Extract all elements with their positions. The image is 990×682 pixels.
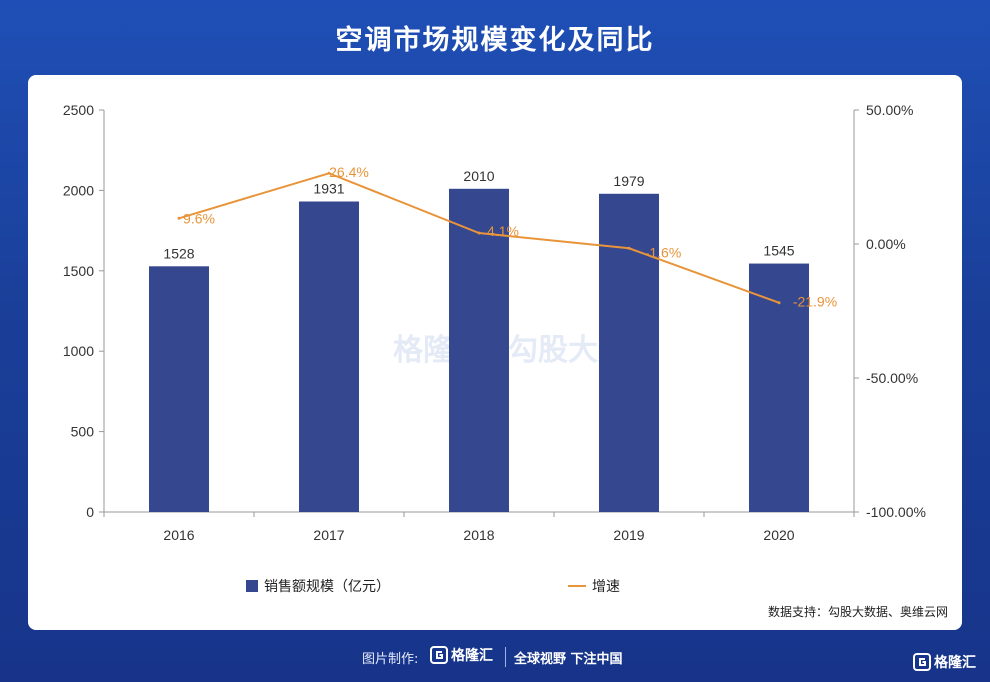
- chart-card: 格隆汇 勾股大数据 0 500 1000 1500 2000 2500 -100.00% -50.…: [28, 75, 962, 630]
- bar: [749, 263, 809, 512]
- footer-logo-text: 格隆汇: [451, 648, 493, 664]
- source-note: 数据支持：勾股大数据、奥维云网: [767, 605, 948, 619]
- legend-bar-label: 销售额规模（亿元）: [264, 579, 390, 595]
- x-tick-label: 2019: [613, 527, 644, 543]
- growth-point: [327, 171, 331, 175]
- legend-bar-swatch: [246, 580, 258, 592]
- growth-point: [477, 231, 481, 235]
- footer-slogan: 全球视野 下注中国: [514, 652, 623, 667]
- growth-value-label: 4.1%: [487, 223, 519, 239]
- footer-credit: 图片制作:: [362, 652, 419, 667]
- y-left-tick-label: 2500: [63, 102, 94, 118]
- bar: [149, 266, 209, 512]
- bar-value-label: 1528: [163, 245, 194, 261]
- corner-logo: 格隆汇: [913, 652, 976, 672]
- bar: [599, 193, 659, 512]
- growth-point: [777, 301, 781, 305]
- y-right-tick-label: -50.00%: [866, 370, 918, 386]
- growth-value-label: 26.4%: [329, 164, 369, 180]
- page-title: 空调市场规模变化及同比: [335, 25, 655, 56]
- x-tick-label: 2016: [163, 527, 194, 543]
- x-tick-label: 2018: [463, 527, 494, 543]
- growth-value-label: 9.6%: [183, 210, 215, 226]
- bar-value-label: 1545: [763, 243, 794, 259]
- bar-value-label: 1931: [313, 180, 344, 196]
- x-tick-label: 2017: [313, 527, 344, 543]
- bar-value-label: 2010: [463, 168, 494, 184]
- bar: [449, 188, 509, 512]
- bar: [299, 201, 359, 512]
- y-right-tick-label: -100.00%: [866, 504, 926, 520]
- footer-divider: [505, 647, 506, 667]
- footer: 图片制作: 格隆汇 全球视野 下注中国: [0, 645, 990, 669]
- y-left-tick-label: 2000: [63, 182, 94, 198]
- y-left-tick-label: 500: [71, 424, 95, 440]
- corner-logo-text: 格隆汇: [934, 655, 976, 671]
- y-left-tick-label: 0: [86, 504, 94, 520]
- footer-logo: 格隆汇: [430, 645, 493, 665]
- bar-value-label: 1979: [613, 173, 644, 189]
- growth-point: [177, 216, 181, 220]
- y-left-tick-label: 1500: [63, 263, 94, 279]
- g-logo-icon: [913, 653, 931, 671]
- growth-value-label: -1.6%: [645, 244, 682, 260]
- combo-chart: 格隆汇 勾股大数据05001000150020002500-100.00%-50.…: [63, 102, 926, 595]
- growth-point: [627, 246, 631, 250]
- x-tick-label: 2020: [763, 527, 794, 543]
- legend-line-label: 增速: [592, 579, 620, 595]
- y-right-tick-label: 50.00%: [866, 102, 913, 118]
- y-left-tick-label: 1000: [63, 343, 94, 359]
- g-logo-icon: [430, 646, 448, 664]
- y-right-tick-label: 0.00%: [866, 236, 906, 252]
- growth-value-label: -21.9%: [793, 294, 837, 310]
